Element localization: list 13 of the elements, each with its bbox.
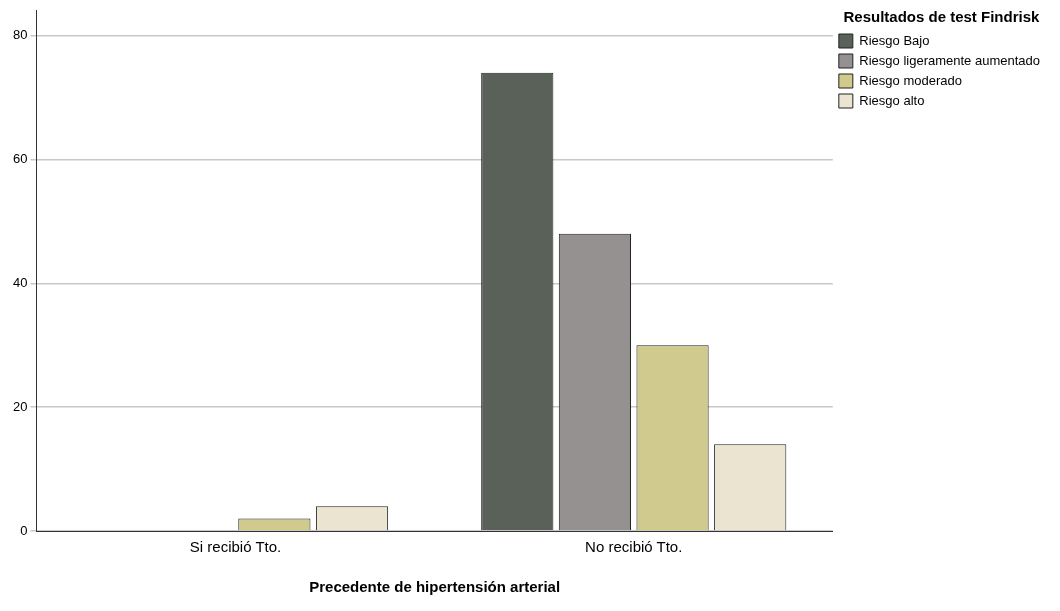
legend-title: Resultados de test Findrisk (843, 7, 1041, 25)
legend-label: Riesgo ligeramente aumentado (859, 52, 1040, 68)
legend-label: Riesgo alto (859, 92, 925, 108)
y-tick-label: 20 (12, 398, 28, 414)
x-tick-label: Si recibió Tto. (189, 538, 282, 556)
legend-label: Riesgo moderado (859, 72, 962, 88)
y-tick-label: 0 (20, 522, 28, 538)
x-axis-title: Precedente de hipertensión arterial (309, 578, 561, 596)
y-tick-label: 40 (12, 274, 28, 290)
x-tick-label: No recibió Tto. (585, 538, 683, 556)
y-tick-label: 80 (12, 27, 28, 43)
legend-label: Riesgo Bajo (859, 32, 930, 48)
y-tick-label: 60 (12, 151, 28, 167)
